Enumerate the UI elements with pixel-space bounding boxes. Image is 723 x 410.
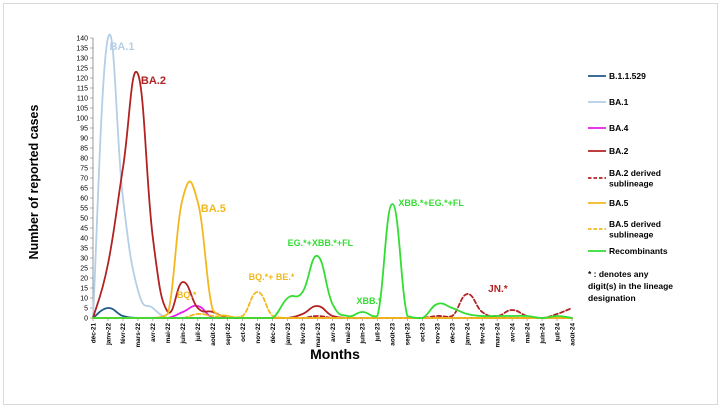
y-tick-label: 50 [80, 215, 88, 222]
series-lines [92, 33, 573, 319]
y-tick-label: 15 [80, 285, 88, 292]
annotation-label: BQ.* [177, 290, 197, 300]
y-tick-label: 0 [84, 315, 88, 322]
x-tick-label: déc-22 [270, 323, 277, 344]
x-tick-label: oct-22 [240, 323, 247, 342]
y-tick-label: 95 [80, 125, 88, 132]
x-axis-ticks: déc-21 janv-22 févr-22 mars-22 avr-22 mai-22 j… [90, 318, 576, 348]
footnote-line: * : denotes any [588, 269, 649, 279]
x-tick-label: avr-24 [509, 323, 516, 342]
y-tick-label: 75 [80, 165, 88, 172]
y-tick-label: 35 [80, 245, 88, 252]
y-tick-label: 55 [80, 205, 88, 212]
annotation-label: BA.2 [141, 75, 166, 87]
series-line-ba-2 [92, 70, 573, 319]
x-tick-label: nov-23 [435, 323, 442, 344]
y-tick-label: 85 [80, 145, 88, 152]
legend-label-ba-5-derived-sublineage: sublineage [609, 230, 654, 240]
annotations: BA.1 BA.2 BA.5 BQ.* BQ.*+ BE.* EG.*+XBB.*+FL X… [109, 41, 507, 306]
y-tick-label: 70 [80, 175, 88, 182]
legend-label-ba-2: BA.2 [609, 146, 629, 156]
y-axis-ticks: 0 5 10 15 20 25 30 35 40 45 50 55 60 65 70 75 80 85 90 95 10… [76, 35, 93, 322]
x-tick-label: déc-23 [450, 323, 457, 344]
y-tick-label: 5 [84, 305, 88, 312]
y-tick-label: 25 [80, 265, 88, 272]
x-tick-label: déc-21 [90, 323, 97, 344]
annotation-label: BA.1 [109, 41, 134, 53]
y-tick-label: 130 [76, 55, 88, 62]
y-tick-label: 115 [77, 85, 88, 92]
x-tick-label: août-24 [569, 323, 576, 346]
legend-label-ba-5: BA.5 [609, 198, 629, 208]
footnote-line: designation [588, 293, 636, 303]
y-tick-label: 60 [80, 195, 88, 202]
x-tick-label: mars-22 [135, 323, 142, 348]
legend-label-ba-2-derived-sublineage: BA.2 derived [609, 168, 661, 178]
y-tick-label: 100 [76, 115, 88, 122]
y-axis-title: Number of reported cases [27, 105, 41, 260]
y-tick-label: 105 [76, 105, 88, 112]
x-tick-label: avr-23 [330, 323, 337, 342]
legend-label-ba-5-derived-sublineage: BA.5 derived [609, 219, 661, 229]
x-tick-label: nov-22 [255, 323, 262, 344]
y-tick-label: 30 [80, 255, 88, 262]
x-tick-label: févr-22 [120, 323, 127, 344]
x-tick-label: juin-23 [360, 323, 367, 345]
y-tick-label: 65 [80, 185, 88, 192]
y-tick-label: 10 [80, 295, 88, 302]
x-tick-label: mars-23 [315, 323, 322, 348]
x-tick-label: févr-23 [300, 323, 307, 344]
y-tick-label: 110 [77, 95, 88, 102]
annotation-label: XBB.*+EG.*+FL [398, 198, 464, 208]
legend-label-ba-2-derived-sublineage: sublineage [609, 179, 654, 189]
legend-label-recombinants: Recombinants [609, 246, 668, 256]
x-tick-label: mars-24 [494, 323, 501, 348]
x-tick-label: janv-22 [105, 323, 112, 346]
x-tick-label: mai-23 [345, 323, 352, 344]
y-tick-label: 20 [80, 275, 88, 282]
x-tick-label: juin-24 [539, 323, 546, 345]
x-tick-label: févr-24 [479, 323, 486, 344]
x-tick-label: sept-22 [225, 323, 232, 346]
x-tick-label: avr-22 [150, 323, 157, 342]
legend-label-ba-4: BA.4 [609, 123, 629, 133]
annotation-label: BQ.*+ BE.* [249, 272, 295, 282]
y-tick-label: 40 [80, 235, 88, 242]
x-tick-label: août-23 [390, 323, 397, 346]
annotation-label: JN.* [488, 284, 508, 295]
annotation-label: EG.*+XBB.*+FL [288, 238, 354, 248]
x-tick-label: août-22 [210, 323, 217, 346]
x-tick-label: juil-23 [375, 323, 382, 343]
y-tick-label: 45 [80, 225, 88, 232]
x-tick-label: janv-23 [285, 323, 292, 346]
y-tick-label: 80 [80, 155, 88, 162]
y-tick-label: 135 [76, 45, 88, 52]
y-tick-label: 125 [76, 65, 88, 72]
series-line-ba-5 [92, 180, 573, 319]
x-axis-title: Months [310, 346, 360, 362]
legend-label-ba-1: BA.1 [609, 97, 629, 107]
x-tick-label: mai-22 [165, 323, 172, 344]
annotation-label: BA.5 [201, 203, 226, 215]
y-tick-label: 90 [80, 135, 88, 142]
y-tick-label: 140 [76, 35, 88, 42]
footnote: * : denotes any digit(s) in the lineage de… [588, 269, 673, 303]
x-tick-label: sept-23 [405, 323, 412, 346]
x-tick-label: juil-22 [195, 323, 202, 343]
footnote-line: digit(s) in the lineage [588, 281, 673, 291]
annotation-label: XBB.* [356, 296, 382, 306]
legend-label-b-1-1-529: B.1.1.529 [609, 71, 646, 81]
y-tick-label: 120 [76, 75, 88, 82]
series-line-recombinants [92, 203, 573, 319]
x-tick-label: juil-24 [554, 323, 561, 343]
chart-frame [3, 3, 718, 405]
x-tick-label: oct-23 [420, 323, 427, 342]
x-tick-label: juin-22 [180, 323, 187, 345]
x-tick-label: janv-24 [465, 323, 472, 346]
x-tick-label: mai-24 [524, 323, 531, 344]
